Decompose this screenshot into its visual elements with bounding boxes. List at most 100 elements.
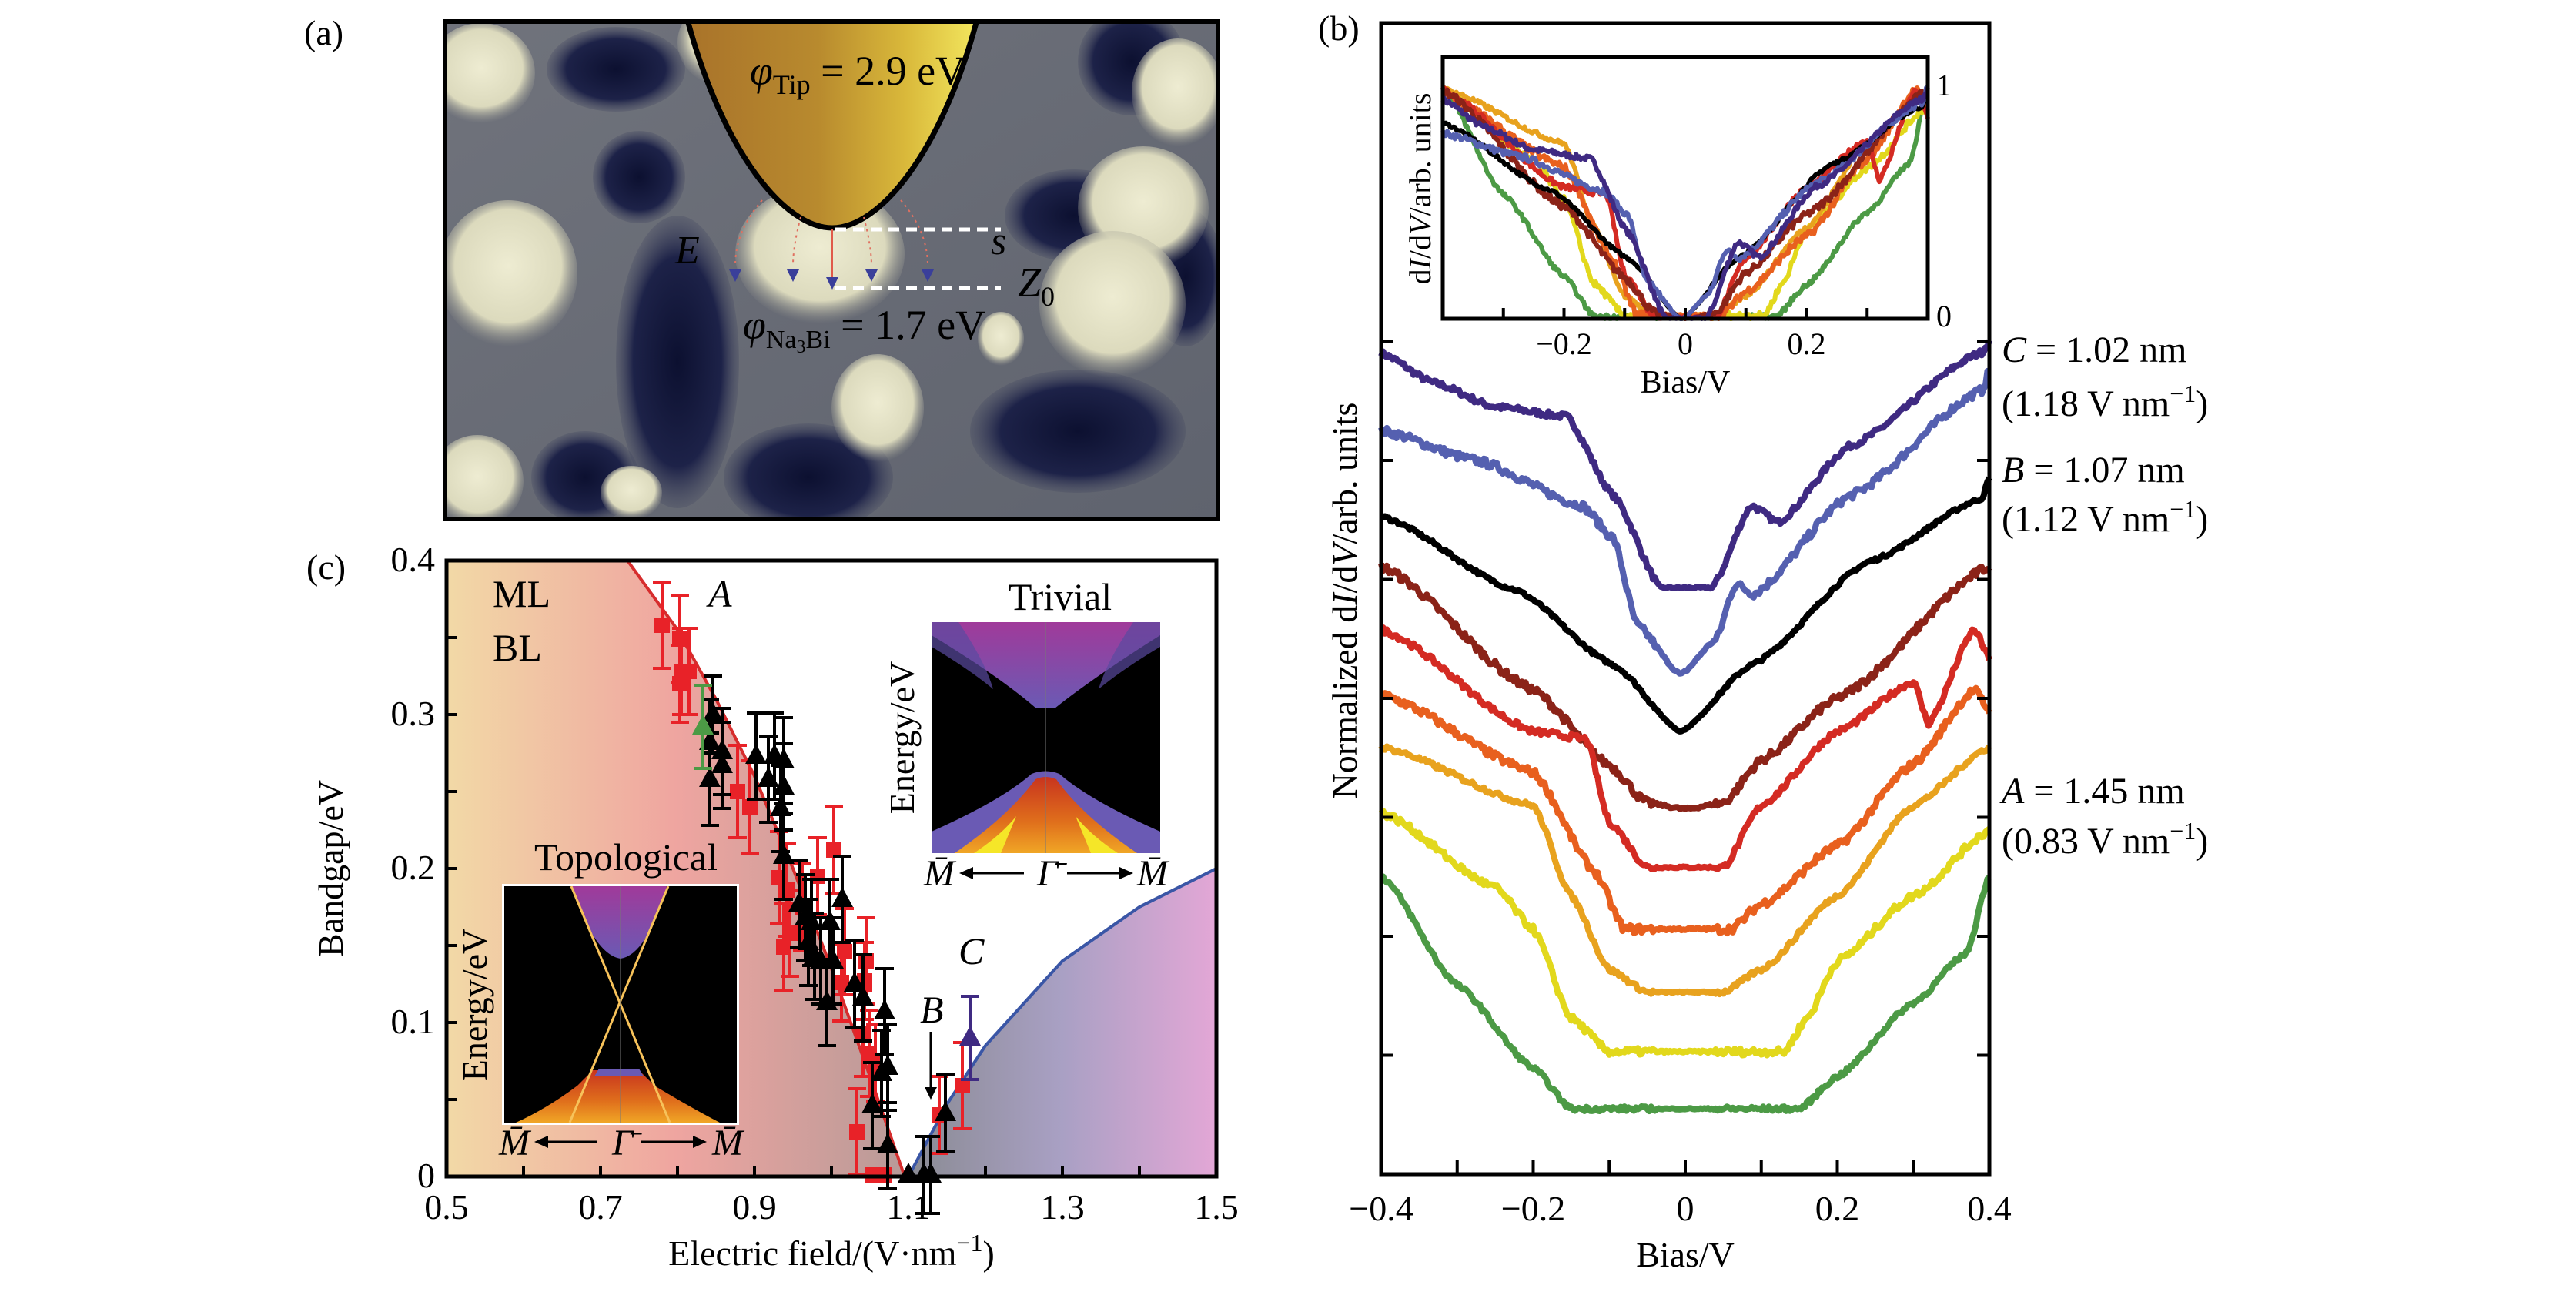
- x-tick-label: 0.2: [1815, 1189, 1860, 1228]
- panel-c-xlabel: Electric field/(V·nm−1): [668, 1229, 995, 1273]
- stm-image: φTip = 2.9 eV E s Z0 φNa3Bi = 1.7 eV: [445, 22, 1218, 519]
- panel-c-ticks: 0.5 0.7 0.9 1.1 1.3 1.5 0 0.1 0.2 0.3 0.4: [391, 540, 1239, 1227]
- inset-y-tick-label: 1: [1936, 68, 1952, 102]
- data-point-ML: [728, 744, 747, 839]
- field-lines: [734, 199, 928, 277]
- x-tick-label: 1.1: [886, 1187, 931, 1227]
- data-point-BL: [816, 958, 838, 1047]
- data-point-BL: [874, 967, 895, 1056]
- x-tick-label: −0.2: [1501, 1189, 1565, 1228]
- inset-y-tick-label: 0: [1936, 299, 1952, 333]
- data-point-ML: [671, 644, 689, 724]
- panel-b-label: (b): [1318, 8, 1360, 48]
- x-tick-label: 1.3: [1040, 1187, 1085, 1227]
- data-point-ML: [680, 627, 698, 716]
- spectrum-label-C: C = 1.02 nm: [2002, 330, 2186, 370]
- spectrum-label-A: A = 1.45 nm: [1999, 771, 2185, 812]
- annotation-B: B: [920, 988, 944, 1031]
- field-arrowheads: [729, 269, 934, 290]
- spectrum-curve-B: [1380, 476, 1992, 735]
- data-point-ML: [653, 581, 671, 670]
- annotations: A BC ML BL: [493, 572, 985, 1100]
- spectrum-curve-C2: [1378, 367, 1991, 677]
- panel-b-ylabel: Normalized dI/dV/arb. units: [1325, 403, 1364, 799]
- x-tick-label: −0.4: [1349, 1189, 1413, 1228]
- spectrum-curve-s5: [1380, 624, 1992, 872]
- k-label-m-right: M̄: [711, 1123, 745, 1163]
- x-tick-label: 0: [1677, 1189, 1694, 1228]
- pits: [531, 22, 1218, 519]
- panel-b-inset: −0.2 0 0.2 0 1 Bias/V dI/dV/arb. units: [1403, 55, 1952, 400]
- data-point-BL: [861, 1061, 883, 1150]
- topological-band-structure: [504, 886, 737, 1123]
- inset-ticks: −0.2 0 0.2 0 1: [1501, 68, 1952, 361]
- trivial-inset: Trivial Energy/eV M̄ Γ̄ M̄: [882, 575, 1170, 894]
- trivial-k-axis: M̄ Γ̄ M̄: [923, 853, 1170, 894]
- inset-x-tick-label: 0: [1678, 326, 1693, 361]
- y-tick-label: 0.4: [391, 540, 436, 579]
- inset-ylabel: dI/dV/arb. units: [1403, 93, 1437, 285]
- x-tick-label: 0.7: [578, 1187, 623, 1227]
- panel-a-label: (a): [304, 13, 343, 52]
- spectrum-label-B: B = 1.07 nm: [2002, 450, 2185, 490]
- height-label: Z0: [1018, 259, 1055, 312]
- k-label-m-left: M̄: [923, 853, 957, 894]
- spectrum-curve-s8: [1378, 808, 1992, 1059]
- k-label-m-left: M̄: [498, 1123, 532, 1163]
- inset-xlabel: Bias/V: [1641, 365, 1731, 400]
- x-tick-label: 0.5: [424, 1187, 469, 1227]
- spectrum-field-label-B: (1.12 V nm−1): [2002, 495, 2208, 540]
- topological-inset-title: Topological: [534, 835, 718, 879]
- spectrum-curve-A: [1380, 873, 1992, 1115]
- annotation-BL: BL: [493, 626, 542, 669]
- panel-c-label: (c): [306, 547, 346, 587]
- spectra-curves: [1378, 339, 1992, 1115]
- topological-k-axis: M̄ Γ̄ M̄: [498, 1123, 745, 1163]
- topological-inset: Topological Energy/eV M̄ Γ̄ M̄: [455, 835, 745, 1163]
- data-point-BL: [711, 721, 733, 810]
- x-tick-label: 1.5: [1194, 1187, 1239, 1227]
- spectrum-curve-s4: [1378, 562, 1992, 812]
- panel-b-xlabel: Bias/V: [1636, 1235, 1735, 1274]
- x-tick-label: 0.9: [732, 1187, 777, 1227]
- data-point-BL: [877, 1101, 898, 1190]
- data-point-A: [692, 684, 714, 770]
- x-tick-label: 0.4: [1967, 1189, 2012, 1228]
- data-point-BL: [935, 1073, 956, 1153]
- spectrum-curve-s7: [1378, 743, 1992, 998]
- y-tick-label: 0: [417, 1156, 435, 1195]
- inset-x-tick-label: −0.2: [1536, 326, 1592, 361]
- y-tick-label: 0.2: [391, 848, 436, 887]
- spectrum-field-label-C: (1.18 V nm−1): [2002, 380, 2208, 424]
- y-tick-label: 0.3: [391, 694, 436, 733]
- scatter-points: [653, 581, 981, 1215]
- topological-inset-ylabel: Energy/eV: [455, 929, 494, 1081]
- panel-b-ticks: −0.4 −0.2 0 0.2 0.4: [1349, 340, 2012, 1228]
- stm-tip: [684, 22, 980, 231]
- panel-c-ylabel: Bandgap/eV: [311, 780, 350, 957]
- sample-workfunction-label: φNa3Bi = 1.7 eV: [743, 302, 985, 357]
- spectrum-curve-C: [1378, 339, 1992, 592]
- inset-background: [1443, 57, 1928, 319]
- panel-c: (c) Topological Energy/eV M̄ Γ̄: [306, 540, 1239, 1273]
- data-point-BL: [758, 735, 779, 824]
- annotation-C: C: [958, 929, 985, 972]
- k-label-gamma: Γ̄: [1036, 853, 1067, 894]
- data-point-BL: [852, 953, 874, 1043]
- panel-b: (b) −0.4 −0.2 0 0.2 0.4 Bias/V Normalized dI…: [1318, 8, 2208, 1274]
- spectrum-field-label-A: (0.83 V nm−1): [2002, 817, 2208, 862]
- data-point-C: [959, 995, 981, 1081]
- spectra-labels: C = 1.02 nm (1.18 V nm−1) B = 1.07 nm (1.12…: [1999, 330, 2208, 862]
- trivial-band-structure: [932, 622, 1160, 853]
- trivial-inset-title: Trivial: [1009, 575, 1112, 618]
- data-point-BL: [877, 1023, 898, 1112]
- data-point-BL: [773, 812, 795, 901]
- inset-x-tick-label: 0.2: [1788, 326, 1826, 361]
- trivial-region: [908, 869, 1216, 1177]
- gap-label: s: [991, 219, 1006, 263]
- tip-workfunction-label: φTip = 2.9 eV: [750, 48, 965, 100]
- y-tick-label: 0.1: [391, 1002, 436, 1041]
- field-label: E: [674, 229, 700, 273]
- spectrum-curve-s6: [1380, 684, 1992, 937]
